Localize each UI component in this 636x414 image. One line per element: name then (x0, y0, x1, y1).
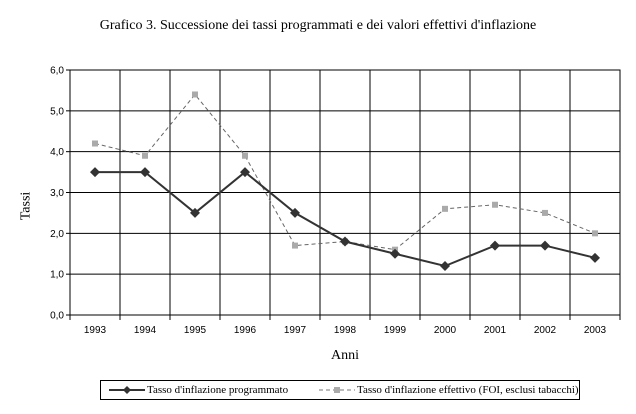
x-tick-label: 1995 (184, 325, 207, 336)
y-tick-label: 1,0 (50, 270, 64, 281)
data-point-programmato (440, 261, 450, 271)
data-point-programmato (540, 240, 550, 251)
data-point-effettivo (242, 152, 248, 159)
data-point-effettivo (542, 209, 548, 216)
legend-label-effettivo: Tasso d'inflazione effettivo (FOI, esclu… (357, 384, 579, 396)
data-point-effettivo (192, 91, 198, 98)
chart-title: Grafico 3. Successione dei tassi program… (99, 18, 537, 33)
y-tick-label: 0,0 (50, 311, 64, 322)
data-point-effettivo (292, 242, 298, 249)
legend-item-programmato: Tasso d'inflazione programmato (107, 384, 288, 396)
plot-area (69, 69, 621, 316)
data-point-programmato (190, 207, 200, 218)
x-tick-label: 1993 (84, 325, 107, 336)
data-point-programmato (390, 248, 400, 259)
y-tick-label: 6,0 (50, 66, 64, 77)
x-axis-label: Anni (331, 348, 359, 363)
y-tick-label: 4,0 (50, 147, 64, 158)
data-point-programmato (140, 167, 150, 178)
legend: Tasso d'inflazione programmato Tasso d'i… (100, 380, 580, 400)
x-tick-label: 1994 (134, 325, 157, 336)
x-tick-label: 1998 (334, 325, 357, 336)
data-point-programmato (240, 167, 250, 178)
legend-line-programmato-icon (109, 386, 145, 394)
legend-label-programmato: Tasso d'inflazione programmato (147, 384, 289, 396)
y-tick-label: 3,0 (50, 188, 64, 199)
x-tick-label: 2003 (584, 325, 607, 336)
data-point-effettivo (92, 140, 98, 147)
x-tick-label: 2001 (484, 325, 507, 336)
data-point-programmato (340, 236, 350, 247)
data-point-programmato (90, 167, 100, 178)
data-point-effettivo (592, 230, 598, 237)
data-point-effettivo (442, 205, 448, 212)
data-point-effettivo (142, 152, 148, 159)
y-tick-label: 2,0 (50, 229, 64, 240)
x-tick-label: 2000 (434, 325, 457, 336)
data-point-programmato (590, 252, 600, 263)
y-tick-label: 5,0 (50, 106, 64, 117)
x-tick-label: 1997 (284, 325, 307, 336)
x-tick-label: 2002 (534, 325, 557, 336)
legend-line-effettivo-icon (319, 387, 355, 393)
legend-item-effettivo: Tasso d'inflazione effettivo (FOI, esclu… (317, 384, 579, 396)
data-point-effettivo (492, 201, 498, 208)
data-point-programmato (490, 240, 500, 251)
data-point-programmato (290, 207, 300, 218)
x-tick-label: 1999 (384, 325, 407, 336)
x-tick-label: 1996 (234, 325, 257, 336)
